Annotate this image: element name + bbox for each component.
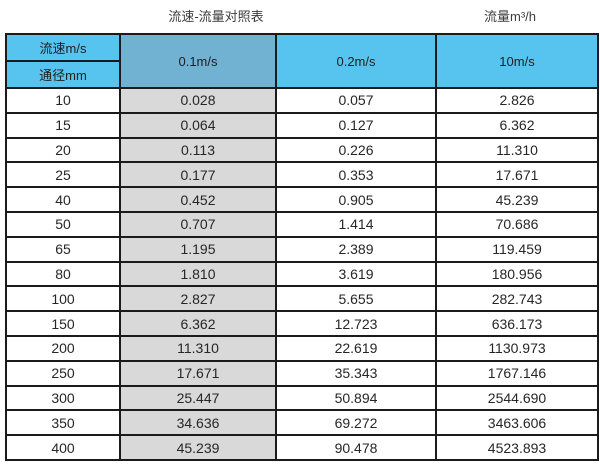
diameter-cell: 400 — [5, 434, 121, 461]
value-cell: 1.414 — [275, 210, 437, 238]
table-row: 250 17.671 35.343 1767.146 — [5, 359, 599, 387]
diameter-cell: 250 — [5, 359, 121, 387]
table-row: 25 0.177 0.353 17.671 — [5, 161, 599, 189]
value-cell: 1767.146 — [435, 359, 599, 387]
value-cell: 0.057 — [275, 87, 437, 114]
header-diameter-label: 通径mm — [5, 60, 121, 89]
diameter-cell: 25 — [5, 161, 121, 189]
diameter-cell: 200 — [5, 334, 121, 362]
value-cell: 6.362 — [435, 111, 599, 139]
value-cell: 0.064 — [119, 111, 277, 139]
table-body: 10 0.028 0.057 2.826 15 0.064 0.127 6.362 20 0.11… — [5, 87, 599, 461]
value-cell: 0.452 — [119, 186, 277, 213]
value-cell: 17.671 — [119, 359, 277, 387]
table-row: 300 25.447 50.894 2544.690 — [5, 384, 599, 412]
value-cell: 4523.893 — [435, 434, 599, 461]
header-col-0-1ms: 0.1m/s — [119, 33, 277, 89]
value-cell: 180.956 — [435, 260, 599, 288]
value-cell: 17.671 — [435, 161, 599, 189]
unit-title: 流量m³/h — [483, 8, 536, 24]
table-row: 400 45.239 90.478 4523.893 — [5, 434, 599, 461]
value-cell: 3.619 — [275, 260, 437, 288]
value-cell: 11.310 — [435, 136, 599, 164]
value-cell: 35.343 — [275, 359, 437, 387]
value-cell: 282.743 — [435, 285, 599, 313]
header-col-10ms: 10m/s — [435, 33, 599, 89]
table-row: 65 1.195 2.389 119.459 — [5, 235, 599, 263]
table-title: 流速-流量对照表 — [168, 8, 264, 24]
diameter-cell: 300 — [5, 384, 121, 412]
diameter-cell: 65 — [5, 235, 121, 263]
diameter-cell: 15 — [5, 111, 121, 139]
value-cell: 1130.973 — [435, 334, 599, 362]
diameter-cell: 10 — [5, 87, 121, 114]
diameter-cell: 150 — [5, 310, 121, 337]
value-cell: 45.239 — [435, 186, 599, 213]
table-row: 10 0.028 0.057 2.826 — [5, 87, 599, 114]
value-cell: 22.619 — [275, 334, 437, 362]
value-cell: 0.113 — [119, 136, 277, 164]
value-cell: 25.447 — [119, 384, 277, 412]
value-cell: 0.707 — [119, 210, 277, 238]
value-cell: 90.478 — [275, 434, 437, 461]
value-cell: 0.353 — [275, 161, 437, 189]
diameter-cell: 50 — [5, 210, 121, 238]
value-cell: 70.686 — [435, 210, 599, 238]
table-row: 200 11.310 22.619 1130.973 — [5, 334, 599, 362]
table-row: 20 0.113 0.226 11.310 — [5, 136, 599, 164]
value-cell: 1.810 — [119, 260, 277, 288]
value-cell: 2.389 — [275, 235, 437, 263]
value-cell: 50.894 — [275, 384, 437, 412]
page-header: 流速-流量对照表 流量m³/h — [0, 0, 600, 30]
diameter-cell: 100 — [5, 285, 121, 313]
table-row: 15 0.064 0.127 6.362 — [5, 111, 599, 139]
table-row: 150 6.362 12.723 636.173 — [5, 310, 599, 337]
value-cell: 5.655 — [275, 285, 437, 313]
table-row: 80 1.810 3.619 180.956 — [5, 260, 599, 288]
value-cell: 45.239 — [119, 434, 277, 461]
flow-rate-table: 流速m/s 0.1m/s 0.2m/s 10m/s 通径mm 10 0.028 0.… — [5, 33, 599, 461]
value-cell: 0.177 — [119, 161, 277, 189]
table-row: 350 34.636 69.272 3463.606 — [5, 409, 599, 437]
value-cell: 6.362 — [119, 310, 277, 337]
header-col-0-2ms: 0.2m/s — [275, 33, 437, 89]
header-row-top: 流速m/s 0.1m/s 0.2m/s 10m/s — [5, 33, 599, 89]
value-cell: 11.310 — [119, 334, 277, 362]
header-velocity-label: 流速m/s — [5, 33, 121, 62]
diameter-cell: 350 — [5, 409, 121, 437]
diameter-cell: 40 — [5, 186, 121, 213]
value-cell: 2.826 — [435, 87, 599, 114]
value-cell: 3463.606 — [435, 409, 599, 437]
value-cell: 34.636 — [119, 409, 277, 437]
value-cell: 636.173 — [435, 310, 599, 337]
value-cell: 1.195 — [119, 235, 277, 263]
value-cell: 119.459 — [435, 235, 599, 263]
diameter-cell: 80 — [5, 260, 121, 288]
value-cell: 0.028 — [119, 87, 277, 114]
diameter-cell: 20 — [5, 136, 121, 164]
table-row: 100 2.827 5.655 282.743 — [5, 285, 599, 313]
value-cell: 12.723 — [275, 310, 437, 337]
table-row: 40 0.452 0.905 45.239 — [5, 186, 599, 213]
value-cell: 2544.690 — [435, 384, 599, 412]
value-cell: 0.226 — [275, 136, 437, 164]
table-row: 50 0.707 1.414 70.686 — [5, 210, 599, 238]
value-cell: 69.272 — [275, 409, 437, 437]
value-cell: 0.127 — [275, 111, 437, 139]
value-cell: 2.827 — [119, 285, 277, 313]
table-header: 流速m/s 0.1m/s 0.2m/s 10m/s 通径mm — [5, 33, 599, 89]
value-cell: 0.905 — [275, 186, 437, 213]
header-row-bottom: 通径mm — [5, 60, 598, 89]
